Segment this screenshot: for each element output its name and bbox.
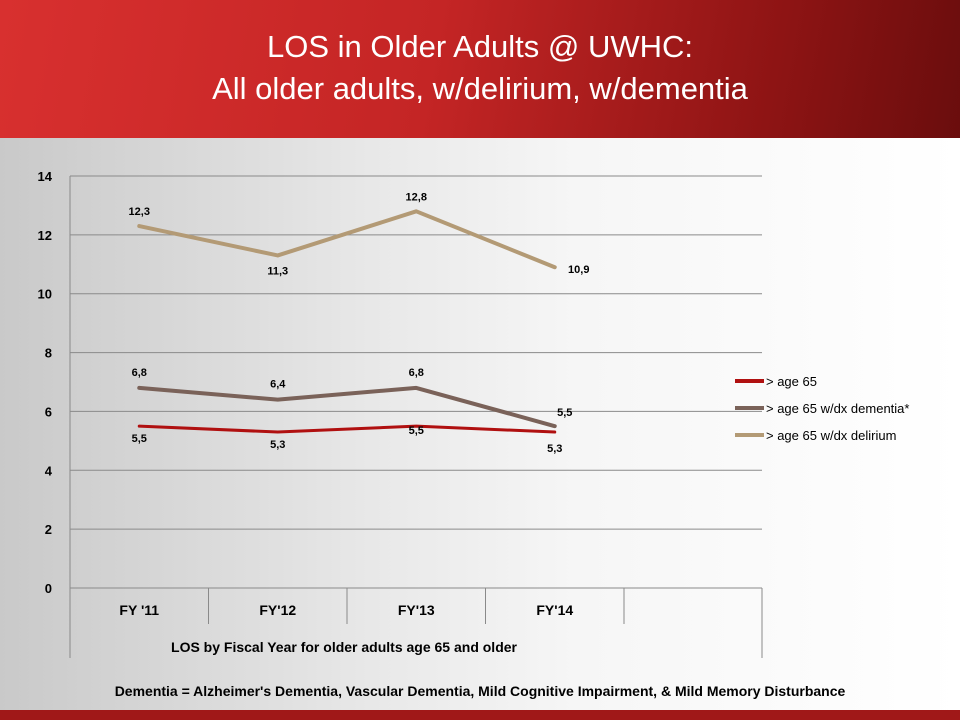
data-label: 5,3 <box>547 443 562 455</box>
title-line-2: All older adults, w/delirium, w/dementia <box>212 71 748 106</box>
y-tick-label: 12 <box>38 228 52 243</box>
x-tick-label: FY'13 <box>398 602 435 618</box>
title-banner: LOS in Older Adults @ UWHC: All older ad… <box>0 0 960 138</box>
y-tick-label: 4 <box>45 463 53 478</box>
y-tick-label: 6 <box>45 404 52 419</box>
x-axis-title: LOS by Fiscal Year for older adults age … <box>171 639 518 655</box>
legend-label: > age 65 w/dx dementia* <box>766 401 909 416</box>
data-label: 5,3 <box>270 439 285 451</box>
legend-label: > age 65 w/dx delirium <box>766 428 896 443</box>
y-tick-label: 0 <box>45 581 52 596</box>
data-label: 11,3 <box>267 265 288 277</box>
data-label: 5,5 <box>409 425 424 437</box>
data-label: 5,5 <box>557 407 572 419</box>
data-label: 12,3 <box>129 206 150 218</box>
data-label: 10,9 <box>568 264 589 276</box>
data-label: 6,8 <box>409 367 424 379</box>
title-line-1: LOS in Older Adults @ UWHC: <box>267 29 693 64</box>
x-tick-label: FY'12 <box>259 602 296 618</box>
data-label: 5,5 <box>132 433 147 445</box>
legend-label: > age 65 <box>766 374 817 389</box>
y-tick-label: 8 <box>45 346 52 361</box>
x-tick-label: FY '11 <box>119 602 159 618</box>
bottom-bar <box>0 710 960 720</box>
series-line <box>137 385 557 429</box>
data-label: 12,8 <box>406 191 427 203</box>
y-tick-label: 10 <box>38 287 52 302</box>
series-line <box>137 424 557 434</box>
x-tick-label: FY'14 <box>536 602 573 618</box>
slide-title: LOS in Older Adults @ UWHC: All older ad… <box>0 26 960 110</box>
y-tick-label: 14 <box>38 169 53 184</box>
footnote: Dementia = Alzheimer's Dementia, Vascula… <box>114 683 846 699</box>
slide-body <box>0 138 960 710</box>
y-tick-label: 2 <box>45 522 52 537</box>
series-line <box>137 209 557 270</box>
data-label: 6,8 <box>132 367 147 379</box>
data-label: 6,4 <box>270 379 286 391</box>
plot-area <box>70 176 762 588</box>
